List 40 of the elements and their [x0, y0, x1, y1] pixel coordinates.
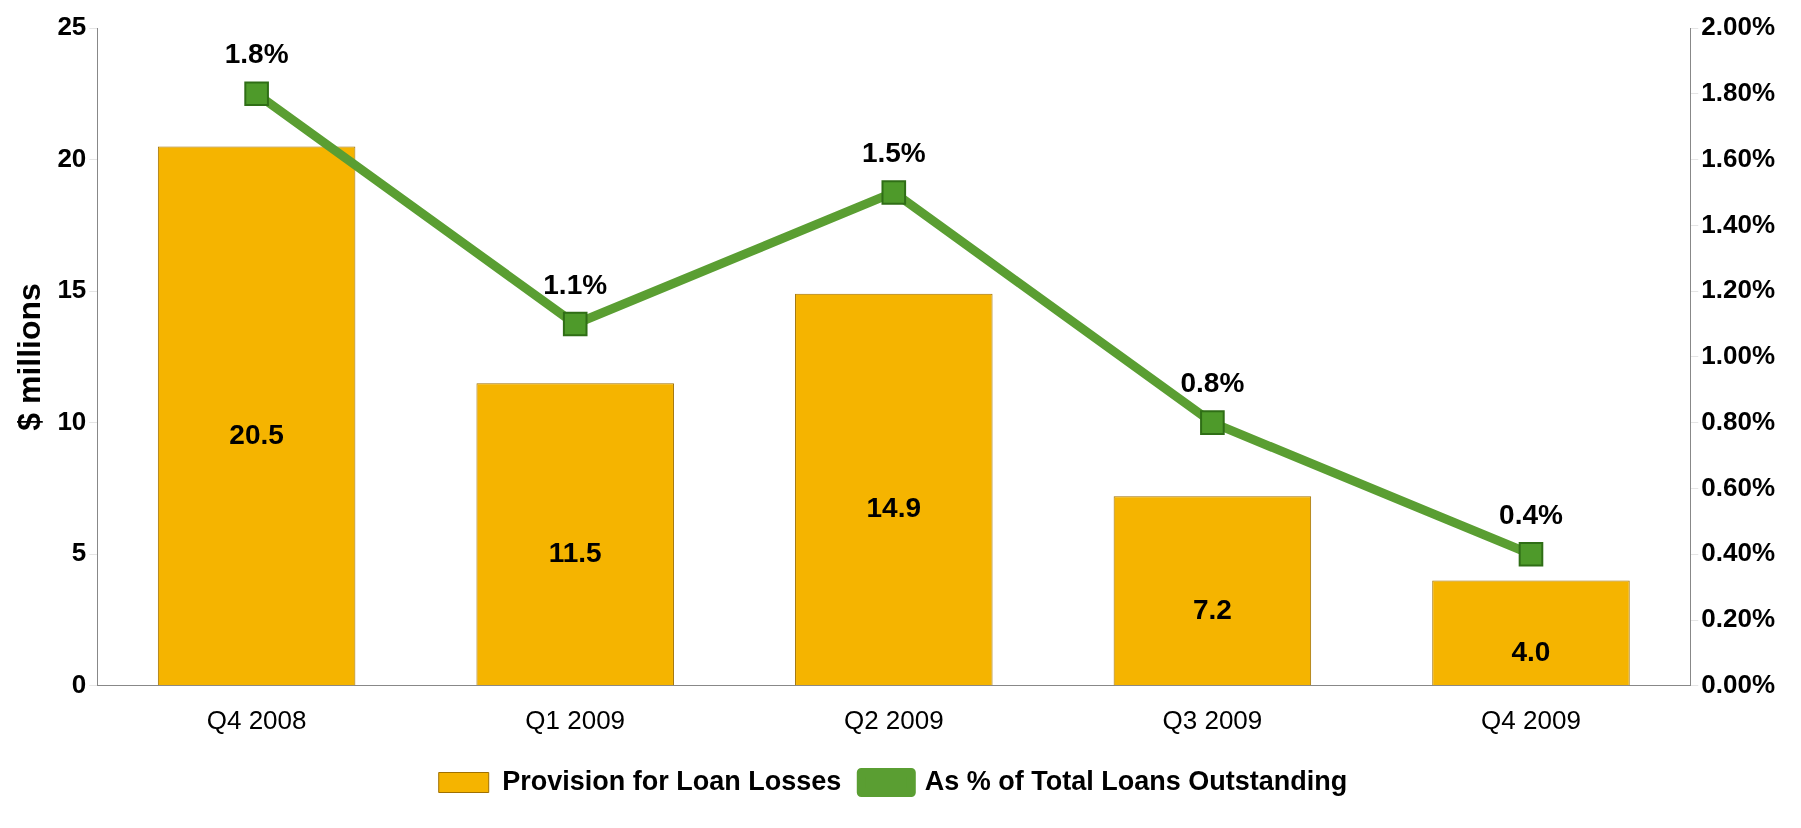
y2-tick-label: 2.00%: [1701, 11, 1776, 42]
x-tick-label: Q1 2009: [525, 704, 626, 735]
y-tick-label: 25: [57, 11, 87, 42]
data-label: 1.5%: [861, 137, 926, 169]
y2-tick-label: 1.60%: [1701, 142, 1776, 173]
point: [881, 180, 907, 205]
x-tick-label: Q4 2009: [1481, 704, 1581, 735]
data-label: 4.0: [1511, 635, 1551, 667]
data-label: 0.4%: [1499, 498, 1563, 530]
y2-tick-label: 1.80%: [1701, 76, 1776, 107]
y-tick-label: 5: [71, 537, 87, 568]
y-tick-label: 20: [57, 142, 87, 173]
data-label: 14.9: [866, 492, 922, 524]
point: [1518, 541, 1544, 567]
y2-tick-label: 0.60%: [1701, 471, 1776, 502]
y2-tick-label: 1.00%: [1701, 340, 1776, 371]
legend-label: Provision for Loan Losses: [502, 765, 842, 796]
data-label: 11.5: [548, 536, 602, 568]
data-label: 20.5: [229, 418, 284, 450]
data-label: 7.2: [1192, 593, 1232, 625]
x-tick-label: Q4 2008: [206, 704, 307, 735]
data-label: 0.8%: [1180, 367, 1245, 399]
point: [562, 311, 588, 337]
data-label: 1.1%: [543, 268, 608, 300]
y-tick-label: 10: [57, 405, 87, 436]
legend-label: As % of Total Loans Outstanding: [924, 765, 1348, 796]
point: [1200, 410, 1225, 435]
y2-tick-label: 0.40%: [1701, 537, 1776, 568]
y2-tick-label: 0.00%: [1701, 668, 1776, 699]
y-axis-title: $ millions: [11, 283, 48, 431]
y2-tick-label: 0.80%: [1701, 405, 1776, 436]
y-tick-label: 15: [57, 274, 87, 305]
x-tick-label: Q2 2009: [843, 704, 944, 735]
x-tick-label: Q3 2009: [1162, 704, 1263, 735]
y2-tick-label: 1.40%: [1701, 208, 1776, 239]
y2-tick-label: 1.20%: [1701, 274, 1776, 305]
y-tick-label: 0: [71, 668, 87, 699]
point: [244, 81, 269, 107]
y2-tick-label: 0.20%: [1701, 603, 1776, 634]
data-label: 1.8%: [224, 38, 289, 70]
